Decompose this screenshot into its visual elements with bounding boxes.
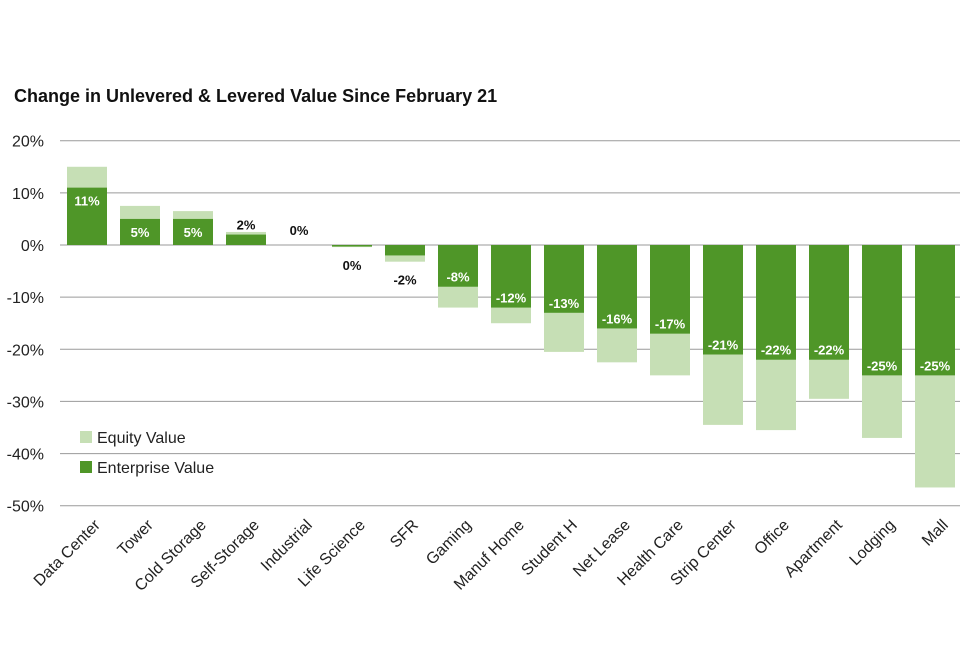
bar-enterprise-value bbox=[650, 245, 690, 334]
y-tick-label: 20% bbox=[12, 134, 44, 151]
category-label: Mall bbox=[919, 517, 952, 550]
category-label: Lodging bbox=[847, 517, 899, 569]
data-label: 5% bbox=[131, 225, 150, 240]
bar-enterprise-value bbox=[226, 234, 266, 245]
bar-enterprise-value bbox=[438, 245, 478, 287]
data-label: -13% bbox=[549, 296, 580, 311]
category-label: Gaming bbox=[423, 517, 475, 569]
data-label: -25% bbox=[867, 358, 898, 373]
data-label: -25% bbox=[920, 358, 951, 373]
bar-enterprise-value bbox=[809, 245, 849, 360]
bar-enterprise-value bbox=[120, 218, 160, 245]
data-label: -12% bbox=[496, 291, 527, 306]
y-tick-label: -10% bbox=[7, 290, 44, 307]
bar-enterprise-value bbox=[862, 245, 902, 376]
y-tick-label: -30% bbox=[7, 394, 44, 411]
legend-swatch bbox=[80, 461, 92, 473]
data-label: -16% bbox=[602, 311, 633, 326]
bars bbox=[67, 166, 955, 488]
bar-enterprise-value bbox=[544, 245, 584, 313]
y-tick-label: -20% bbox=[7, 342, 44, 359]
legend-label: Enterprise Value bbox=[97, 460, 214, 477]
category-label: Apartment bbox=[782, 516, 847, 581]
legend: Equity Value Enterprise Value bbox=[80, 430, 214, 477]
data-label: 0% bbox=[290, 223, 309, 238]
y-tick-label: -50% bbox=[7, 499, 44, 516]
bar-enterprise-value bbox=[385, 245, 425, 256]
data-label: 2% bbox=[237, 218, 256, 233]
data-label: -8% bbox=[446, 270, 470, 285]
chart-title: Change in Unlevered & Levered Value Sinc… bbox=[14, 86, 498, 106]
y-tick-label: 0% bbox=[21, 238, 44, 255]
bar-enterprise-value bbox=[67, 187, 107, 245]
category-label: Office bbox=[751, 517, 792, 558]
data-label: -22% bbox=[761, 343, 792, 358]
data-label: -22% bbox=[814, 343, 845, 358]
category-label: Tower bbox=[115, 516, 158, 559]
data-label: -2% bbox=[393, 273, 417, 288]
bar-enterprise-value bbox=[491, 245, 531, 308]
y-tick-label: -40% bbox=[7, 447, 44, 464]
y-axis-ticks: 20% 10% 0% -10% -20% -30% -40% -50% bbox=[7, 134, 44, 516]
legend-swatch bbox=[80, 431, 92, 443]
bar-enterprise-value bbox=[173, 218, 213, 245]
bar-enterprise-value bbox=[756, 245, 796, 360]
data-label: -17% bbox=[655, 317, 686, 332]
legend-label: Equity Value bbox=[97, 430, 186, 447]
bar-enterprise-value bbox=[332, 245, 372, 247]
data-label: 5% bbox=[184, 225, 203, 240]
bar-enterprise-value bbox=[915, 245, 955, 376]
data-label: -21% bbox=[708, 338, 739, 353]
category-label: Data Center bbox=[31, 516, 104, 589]
data-labels: 11% 5% 5% 2% 0% 0% -2% -8% -12% -13% -16% -17% -21% -… bbox=[74, 194, 950, 374]
data-label: 11% bbox=[74, 194, 100, 209]
category-label: SFR bbox=[387, 517, 422, 552]
data-label: 0% bbox=[343, 258, 362, 273]
bar-enterprise-value bbox=[703, 245, 743, 355]
y-tick-label: 10% bbox=[12, 186, 44, 203]
bar-enterprise-value bbox=[597, 245, 637, 329]
